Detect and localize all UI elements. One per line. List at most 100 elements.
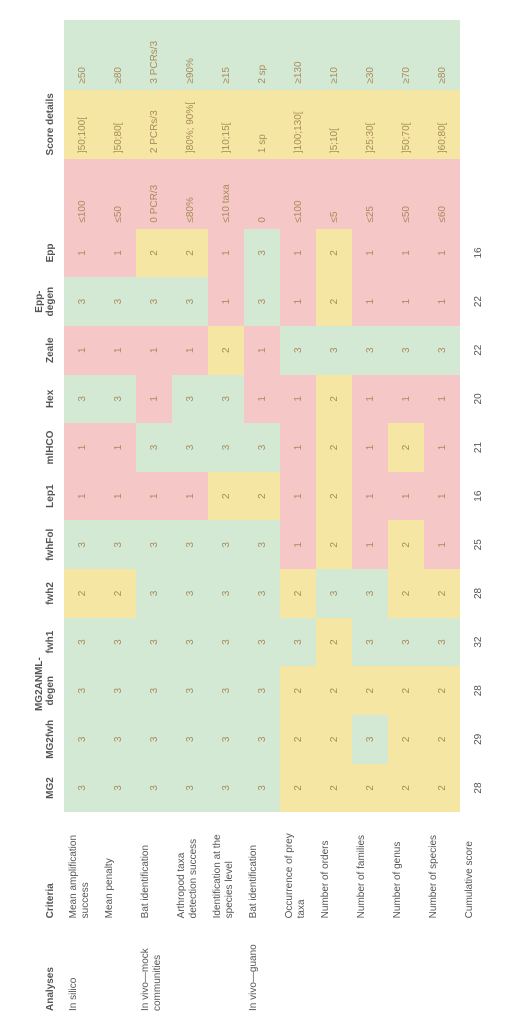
- cumulative-row: Cumulative score282928322825162120222216: [460, 20, 496, 1015]
- value-cell: 2: [316, 715, 352, 764]
- value-cell: 1: [64, 423, 100, 472]
- value-cell: 3: [64, 764, 100, 813]
- table-row: Occurrence of prey taxa222321111311≤100]…: [280, 20, 316, 1015]
- value-cell: 3: [136, 618, 172, 667]
- score-detail-cell: 0: [244, 159, 280, 228]
- value-cell: 2: [100, 569, 136, 618]
- table-row: In silicoMean amplification success33332…: [64, 20, 100, 1015]
- score-detail-cell: 1 sp: [244, 90, 280, 159]
- score-detail-cell: ≤100: [280, 159, 316, 228]
- col-header: MG2ANML-degen: [30, 666, 64, 715]
- value-cell: 1: [280, 375, 316, 424]
- col-header: mlHCO: [30, 423, 64, 472]
- value-cell: 3: [316, 326, 352, 375]
- value-cell: 3: [172, 520, 208, 569]
- cumulative-label: Cumulative score: [460, 812, 496, 922]
- value-cell: 3: [100, 520, 136, 569]
- value-cell: 3: [208, 569, 244, 618]
- table-row: In vivo—mock communitiesBat identificati…: [136, 20, 172, 1015]
- score-detail-cell: ≥10: [316, 20, 352, 90]
- value-cell: 2: [208, 326, 244, 375]
- value-cell: 3: [172, 764, 208, 813]
- score-detail-cell: ≤25: [352, 159, 388, 228]
- value-cell: 2: [316, 472, 352, 521]
- value-cell: 3: [208, 764, 244, 813]
- value-cell: 2: [64, 569, 100, 618]
- value-cell: 3: [208, 618, 244, 667]
- value-cell: 1: [352, 520, 388, 569]
- value-cell: 2: [316, 229, 352, 278]
- value-cell: 3: [64, 520, 100, 569]
- score-detail-cell: 3 PCRs/3: [136, 20, 172, 90]
- value-cell: 2: [424, 715, 460, 764]
- value-cell: 2: [316, 520, 352, 569]
- criteria-cell: Bat identification: [136, 812, 172, 922]
- value-cell: 1: [424, 423, 460, 472]
- score-detail-cell: ]100;130[: [280, 90, 316, 159]
- value-cell: 3: [208, 423, 244, 472]
- cumulative-cell: 22: [460, 277, 496, 326]
- table-body: In silicoMean amplification success33332…: [64, 20, 496, 1015]
- col-header: MG2fwh: [30, 715, 64, 764]
- value-cell: 1: [244, 375, 280, 424]
- value-cell: 3: [424, 618, 460, 667]
- value-cell: 3: [64, 715, 100, 764]
- score-detail-cell: ≥80: [424, 20, 460, 90]
- score-detail-cell: ≥50: [64, 20, 100, 90]
- criteria-cell: Bat identification: [244, 812, 280, 922]
- value-cell: 2: [352, 666, 388, 715]
- rotated-stage: AnalysesCriteriaMG2MG2fwhMG2ANML-degenfw…: [0, 0, 515, 1030]
- value-cell: 2: [316, 375, 352, 424]
- table-row: Number of orders222232222322≤5]5;10[≥10: [316, 20, 352, 1015]
- value-cell: 3: [100, 375, 136, 424]
- score-detail-cell: ≤5: [316, 159, 352, 228]
- value-cell: 1: [352, 229, 388, 278]
- score-detail-cell: ≥70: [388, 20, 424, 90]
- value-cell: 3: [64, 618, 100, 667]
- value-cell: 1: [280, 520, 316, 569]
- score-detail-cell: ≤10 taxa: [208, 159, 244, 228]
- col-header: Lep1: [30, 472, 64, 521]
- value-cell: 3: [136, 423, 172, 472]
- value-cell: 2: [424, 569, 460, 618]
- cumulative-cell: 25: [460, 520, 496, 569]
- value-cell: 3: [244, 423, 280, 472]
- score-detail-cell: ]50;70[: [388, 90, 424, 159]
- score-detail-cell: ≥130: [280, 20, 316, 90]
- value-cell: 2: [316, 666, 352, 715]
- analysis-group: In vivo—mock communities: [136, 922, 244, 1015]
- value-cell: 3: [244, 520, 280, 569]
- criteria-cell: Number of families: [352, 812, 388, 922]
- value-cell: 3: [172, 715, 208, 764]
- criteria-cell: Number of orders: [316, 812, 352, 922]
- value-cell: 1: [280, 423, 316, 472]
- value-cell: 3: [100, 764, 136, 813]
- value-cell: 1: [136, 375, 172, 424]
- cumulative-cell: 21: [460, 423, 496, 472]
- score-detail-cell: ]50;80[: [100, 90, 136, 159]
- value-cell: 3: [208, 715, 244, 764]
- value-cell: 3: [136, 715, 172, 764]
- cumulative-cell: 29: [460, 715, 496, 764]
- value-cell: 3: [244, 666, 280, 715]
- criteria-cell: Identification at the species level: [208, 812, 244, 922]
- cumulative-cell: 28: [460, 569, 496, 618]
- analysis-group: In silico: [64, 922, 136, 1015]
- score-detail-cell: 0 PCR/3: [136, 159, 172, 228]
- cumulative-cell: 28: [460, 666, 496, 715]
- value-cell: 3: [352, 618, 388, 667]
- table-row: Number of genus222322121311≤50]50;70[≥70: [388, 20, 424, 1015]
- col-header: Score details: [30, 20, 64, 229]
- value-cell: 3: [172, 569, 208, 618]
- score-detail-cell: ]60;80[: [424, 90, 460, 159]
- value-cell: 2: [388, 715, 424, 764]
- col-header: fwhFol: [30, 520, 64, 569]
- value-cell: 1: [244, 326, 280, 375]
- col-header: Hex: [30, 375, 64, 424]
- value-cell: 3: [136, 666, 172, 715]
- primer-table: AnalysesCriteriaMG2MG2fwhMG2ANML-degenfw…: [30, 20, 496, 1015]
- criteria-cell: Mean penalty: [100, 812, 136, 922]
- score-detail-cell: ]80%; 90%[: [172, 90, 208, 159]
- score-detail-cell: ≤60: [424, 159, 460, 228]
- col-header: Analyses: [30, 922, 64, 1015]
